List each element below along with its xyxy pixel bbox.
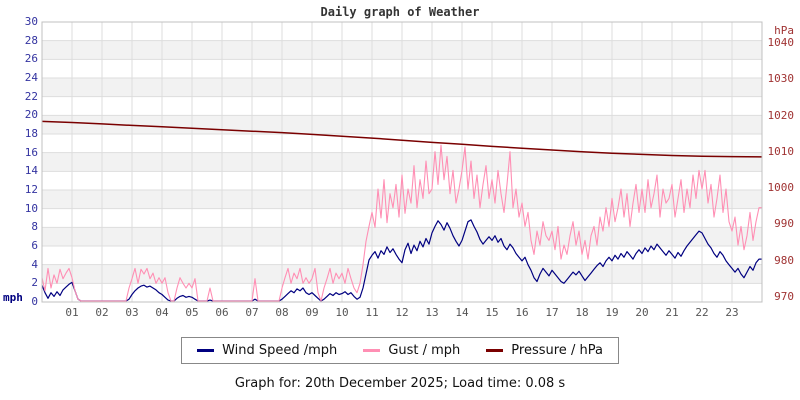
right-axis-tick-label: 1010 (767, 144, 795, 158)
x-axis-tick-label: 15 (485, 306, 499, 319)
x-axis-tick-label: 04 (155, 306, 169, 319)
legend-item-wind-speed: Wind Speed /mph (197, 343, 337, 358)
right-axis-tick-label: 980 (774, 253, 794, 267)
left-axis-tick-label: 20 (24, 108, 38, 122)
left-axis-tick-label: 18 (24, 127, 38, 140)
footer-caption: Graph for: 20th December 2025; Load time… (234, 376, 566, 391)
left-axis-tick-label: 22 (24, 89, 38, 103)
right-axis-unit-label: hPa (774, 24, 794, 37)
legend-label-gust: Gust / mph (388, 343, 461, 358)
right-axis-tick-label: 1000 (767, 181, 795, 195)
x-axis-tick-label: 18 (575, 306, 589, 319)
left-axis-unit-label: mph (3, 291, 23, 304)
x-axis-tick-label: 22 (695, 306, 709, 319)
left-axis-tick-label: 4 (31, 257, 38, 271)
x-axis-tick-label: 13 (425, 306, 439, 319)
x-axis-tick-label: 14 (455, 306, 469, 319)
legend-label-wind-speed: Wind Speed /mph (222, 343, 338, 358)
x-axis-tick-label: 16 (515, 306, 529, 319)
x-axis-tick-label: 17 (545, 306, 559, 319)
left-axis-tick-label: 0 (31, 295, 38, 308)
x-axis-tick-label: 21 (665, 306, 679, 319)
x-axis-tick-label: 19 (605, 306, 619, 319)
left-axis-tick-label: 24 (24, 71, 38, 84)
x-axis-tick-label: 07 (245, 306, 259, 319)
plot-border (41, 21, 763, 303)
left-axis-tick-label: 14 (24, 164, 38, 178)
x-axis-tick-label: 05 (185, 306, 199, 319)
right-axis-tick-label: 1030 (767, 72, 795, 86)
right-axis-tick-label: 970 (774, 289, 794, 303)
left-axis-tick-label: 30 (24, 15, 38, 28)
wind-speed-series-line (41, 219, 762, 302)
right-axis-tick-label: 1040 (767, 36, 795, 50)
x-axis-tick-label: 03 (125, 306, 139, 319)
x-axis-tick-label: 06 (215, 306, 229, 319)
x-axis-tick-label: 02 (95, 306, 109, 319)
pressure-series-line (41, 120, 763, 158)
x-axis-tick-label: 12 (395, 306, 409, 319)
x-axis-tick-label: 23 (725, 306, 739, 319)
left-axis-tick-label: 6 (31, 239, 38, 252)
x-axis-tick-label: 11 (365, 306, 379, 319)
left-axis-tick-label: 16 (24, 145, 38, 159)
gust-series-line (41, 144, 762, 302)
legend-item-gust: Gust / mph (363, 343, 460, 358)
x-axis-tick-label: 08 (275, 306, 289, 319)
legend: Wind Speed /mph Gust / mph Pressure / hPa (181, 337, 619, 364)
legend-item-pressure: Pressure / hPa (486, 343, 603, 358)
legend-label-pressure: Pressure / hPa (511, 343, 603, 358)
legend-swatch-wind-speed (197, 349, 215, 352)
right-axis-tick-label: 990 (774, 217, 794, 231)
x-axis-tick-label: 01 (65, 306, 79, 319)
legend-swatch-pressure (486, 349, 504, 352)
x-axis-tick-label: 20 (635, 306, 649, 319)
left-axis-tick-label: 8 (31, 220, 38, 234)
left-axis-tick-label: 2 (31, 276, 38, 290)
left-axis-tick-label: 10 (24, 201, 38, 215)
left-axis-tick-label: 28 (24, 33, 38, 47)
left-axis-tick-label: 12 (24, 183, 38, 196)
legend-swatch-gust (363, 349, 381, 352)
right-axis-tick-label: 1020 (767, 108, 795, 122)
x-axis-tick-label: 09 (305, 306, 319, 319)
x-axis-tick-label: 10 (335, 306, 349, 319)
chart-title: Daily graph of Weather (320, 5, 480, 19)
left-axis-tick-label: 26 (24, 52, 38, 66)
